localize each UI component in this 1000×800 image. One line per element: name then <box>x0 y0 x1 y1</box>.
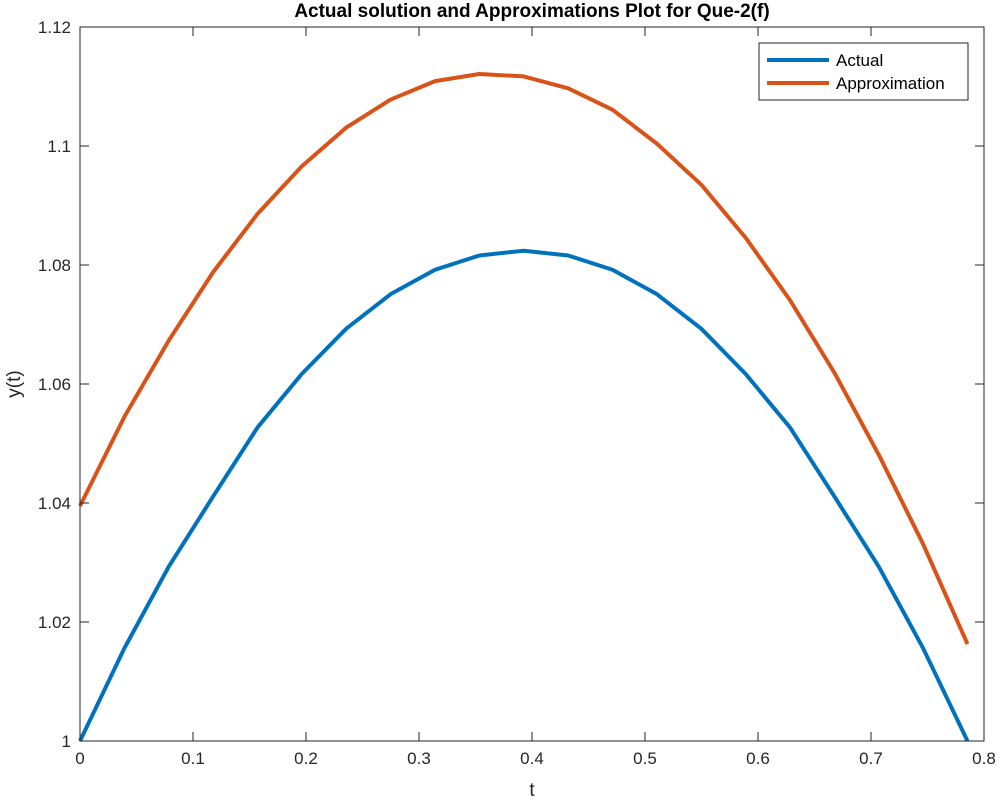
plot-area <box>80 27 984 741</box>
x-tick-label: 0.8 <box>972 749 996 768</box>
series-layer <box>78 72 970 742</box>
tick-layer: 0 0.1 0.2 0.3 0.4 0.5 0.6 0.7 0.8 1 1.02 1.04 1.06 1.… <box>38 18 996 768</box>
y-tick-label: 1.02 <box>38 613 71 632</box>
y-tick-label: 1.12 <box>38 18 71 37</box>
legend-label-approximation: Approximation <box>836 74 945 93</box>
x-tick-label: 0 <box>75 749 84 768</box>
x-tick-label: 0.5 <box>633 749 657 768</box>
x-tick-label: 0.2 <box>294 749 318 768</box>
legend: Actual Approximation <box>758 42 969 101</box>
legend-box <box>758 42 969 101</box>
x-tick-label: 0.1 <box>181 749 205 768</box>
x-tick-label: 0.4 <box>520 749 544 768</box>
x-tick-label: 0.6 <box>746 749 770 768</box>
x-axis-label: t <box>529 780 535 800</box>
y-tick-label: 1.1 <box>47 137 71 156</box>
y-tick-label: 1.08 <box>38 256 71 275</box>
y-tick-label: 1.04 <box>38 494 71 513</box>
y-tick-label: 1 <box>62 732 71 751</box>
x-tick-label: 0.3 <box>407 749 431 768</box>
legend-label-actual: Actual <box>836 51 883 70</box>
x-tick-label: 0.7 <box>859 749 883 768</box>
y-tick-label: 1.06 <box>38 375 71 394</box>
chart-title: Actual solution and Approximations Plot … <box>294 1 769 22</box>
y-axis-label: y(t) <box>4 370 25 397</box>
